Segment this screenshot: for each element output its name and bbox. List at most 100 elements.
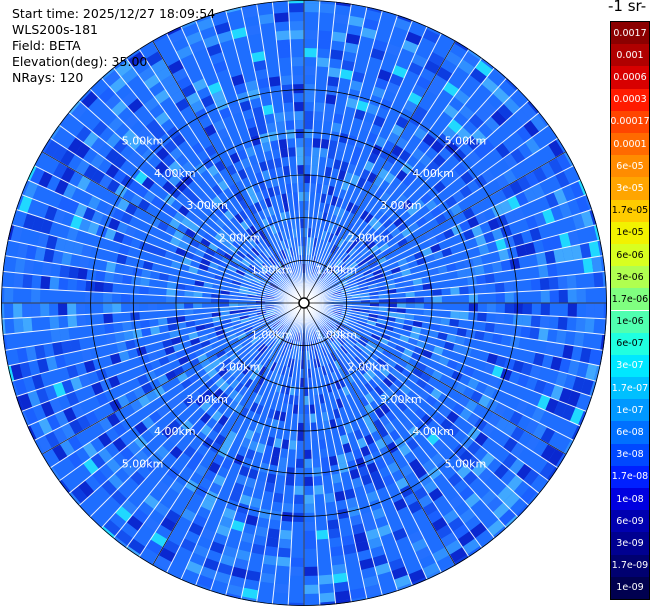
range-gate [95,270,106,282]
range-gate [362,575,380,588]
range-gate [176,372,189,384]
range-gate [51,444,68,462]
range-gate [288,440,297,450]
range-gate [288,330,294,340]
range-gate [143,74,161,90]
ray-gap [49,137,305,304]
range-gate [246,331,257,339]
range-gate [339,316,349,323]
range-gate [276,465,287,477]
range-gate [115,505,133,523]
range-gate [544,341,556,357]
range-gate [235,329,246,338]
range-gate [493,463,510,480]
range-gate [392,527,408,542]
range-gate [300,237,304,247]
range-gate [304,30,319,40]
range-gate [337,238,345,248]
range-gate [228,365,239,376]
range-gate [503,97,521,115]
range-gate [359,246,370,256]
range-gate [265,272,274,281]
range-gate [481,168,496,184]
range-gate [487,217,501,231]
range-gate [292,192,299,202]
range-gate [364,343,375,353]
range-gate [558,289,568,303]
range-gate [495,355,507,368]
range-gate [588,348,601,366]
range-gate [228,183,240,195]
range-gate [330,330,338,339]
colorbar-tick: 3e-05 [611,177,649,200]
range-gate [290,265,295,275]
range-gate [275,252,283,262]
range-gate [580,378,594,396]
range-gate [280,336,287,346]
range-gate [265,473,277,484]
range-gate [233,343,244,353]
range-gate [241,587,259,600]
range-gate [360,473,373,486]
range-gate [349,468,361,480]
range-gate [217,414,229,427]
range-gate [346,338,356,348]
range-gate [211,398,223,411]
range-gate [248,204,258,215]
range-gate [254,526,269,538]
ray-gap [78,302,305,507]
range-gate [259,316,269,323]
range-gate [40,400,55,418]
range-gate [231,27,248,40]
range-gate [422,28,441,44]
range-gate [407,61,424,76]
range-gate [220,298,230,303]
range-gate [520,325,531,339]
range-gate [321,271,329,280]
range-gate [342,293,352,297]
range-gate [201,389,213,401]
range-gate [289,431,298,441]
range-gate [40,275,51,290]
ray-gap [256,302,305,603]
range-gate [248,264,258,272]
range-gate [445,50,463,67]
range-gate [104,93,122,110]
range-gate [106,178,121,194]
range-gate [141,148,156,163]
range-gate [533,379,547,395]
range-gate [337,320,347,327]
range-gate [351,237,361,248]
range-gate [215,247,227,257]
range-gate [63,239,76,254]
range-gate [141,268,152,279]
ray-gap [303,302,582,427]
range-gate [275,121,286,132]
range-gate [318,574,334,585]
range-gate [494,281,505,293]
range-gate [278,538,292,549]
range-gate [532,166,548,184]
range-gate [233,392,244,404]
range-gate [557,275,568,290]
range-gate [520,362,533,377]
range-label: 4.00km [154,425,196,438]
range-gate [110,489,128,506]
range-gate [251,277,262,284]
range-gate [130,303,140,313]
range-gate [210,358,222,369]
ray-gap [303,48,470,304]
range-gate [234,382,245,393]
range-label: 1.00km [315,328,357,341]
range-gate [67,303,77,316]
range-gate [460,435,475,450]
range-gate [145,50,163,67]
range-gate [388,557,406,572]
range-gate [284,338,291,348]
range-gate [271,446,282,458]
range-gate [132,328,143,340]
range-gate [192,78,208,92]
range-gate [247,88,261,101]
range-gate [427,466,442,481]
range-gate [283,347,290,358]
